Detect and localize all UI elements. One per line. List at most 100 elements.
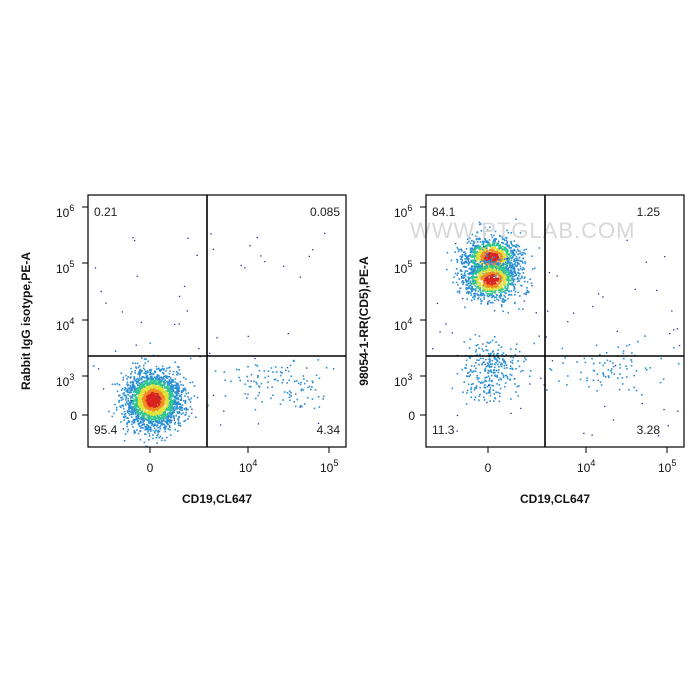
event-dot: [172, 386, 174, 389]
event-dot: [129, 389, 131, 392]
event-dot: [506, 251, 508, 253]
event-dot: [479, 287, 482, 289]
event-dot: [490, 283, 492, 286]
event-dot: [151, 417, 153, 420]
event-dot: [476, 265, 478, 267]
event-dot: [484, 249, 487, 252]
event-dot: [466, 256, 468, 259]
event-dot: [133, 391, 136, 393]
event-dot: [175, 394, 178, 396]
event-dot: [492, 301, 494, 304]
event-dot: [123, 388, 126, 391]
event-dot: [482, 282, 485, 284]
event-dot: [501, 255, 504, 257]
event-dot: [468, 240, 470, 243]
event-dot: [283, 391, 286, 393]
event-dot: [500, 279, 503, 281]
event-dot: [470, 272, 472, 275]
event-dot: [137, 389, 140, 391]
event-dot: [491, 269, 493, 272]
event-dot: [514, 271, 517, 273]
event-dot: [483, 285, 486, 288]
event-dot: [156, 383, 159, 385]
event-dot: [151, 398, 153, 400]
event-dot: [507, 257, 510, 259]
event-dot: [486, 385, 489, 388]
event-dot: [158, 396, 160, 398]
event-dot: [457, 248, 460, 251]
event-dot: [484, 266, 487, 268]
event-dot: [507, 260, 510, 263]
event-dot: [145, 387, 147, 389]
left-y-tick-0: 0: [70, 409, 77, 423]
event-dot: [123, 394, 126, 396]
event-dot: [510, 283, 513, 285]
event-dot: [486, 261, 489, 263]
event-dot: [212, 248, 215, 250]
event-dot: [180, 393, 183, 396]
event-dot: [493, 266, 496, 268]
event-dot: [153, 409, 155, 411]
event-dot: [133, 421, 136, 424]
left-quadrant-top-left: 0.21: [94, 205, 118, 219]
event-dot: [166, 375, 168, 378]
event-dot: [182, 387, 185, 390]
event-dot: [147, 404, 150, 407]
event-dot: [136, 429, 138, 431]
event-dot: [151, 413, 153, 415]
event-dot: [133, 378, 135, 380]
event-dot: [498, 244, 500, 247]
event-dot: [177, 398, 180, 401]
event-dot: [164, 414, 167, 416]
event-dot: [510, 259, 513, 261]
event-dot: [135, 403, 137, 406]
event-dot: [126, 425, 128, 428]
event-dot: [135, 419, 137, 421]
event-dot: [142, 390, 145, 392]
event-dot: [129, 395, 131, 397]
event-dot: [170, 381, 173, 384]
event-dot: [490, 370, 492, 373]
event-dot: [517, 268, 519, 271]
event-dot: [177, 412, 179, 414]
event-dot: [143, 402, 145, 405]
event-dot: [177, 401, 180, 403]
event-dot: [133, 384, 135, 387]
event-dot: [502, 277, 505, 280]
event-dot: [463, 254, 466, 256]
event-dot: [151, 405, 154, 407]
event-dot: [138, 404, 140, 407]
event-dot: [494, 240, 496, 243]
event-dot: [519, 273, 521, 275]
event-dot: [166, 382, 169, 385]
event-dot: [126, 411, 129, 413]
event-dot: [170, 421, 172, 424]
event-dot: [153, 390, 155, 393]
event-dot: [469, 267, 472, 270]
event-dot: [481, 294, 484, 296]
event-dot: [506, 274, 508, 276]
event-dot: [143, 441, 146, 444]
event-dot: [482, 240, 484, 243]
event-dot: [475, 283, 478, 285]
event-dot: [152, 395, 155, 397]
event-dot: [141, 423, 144, 426]
event-dot: [137, 423, 140, 425]
event-dot: [111, 415, 114, 418]
event-dot: [472, 252, 475, 254]
event-dot: [484, 272, 486, 275]
event-dot: [490, 281, 492, 283]
event-dot: [166, 436, 168, 439]
event-dot: [177, 392, 180, 395]
event-dot: [463, 276, 465, 279]
event-dot: [469, 249, 472, 251]
event-dot: [174, 421, 176, 424]
event-dot: [158, 401, 161, 403]
event-dot: [497, 262, 499, 264]
event-dot: [166, 397, 169, 399]
event-dot: [164, 379, 166, 382]
event-dot: [521, 260, 523, 262]
event-dot: [522, 308, 524, 311]
event-dot: [129, 407, 132, 409]
event-dot: [139, 401, 142, 404]
